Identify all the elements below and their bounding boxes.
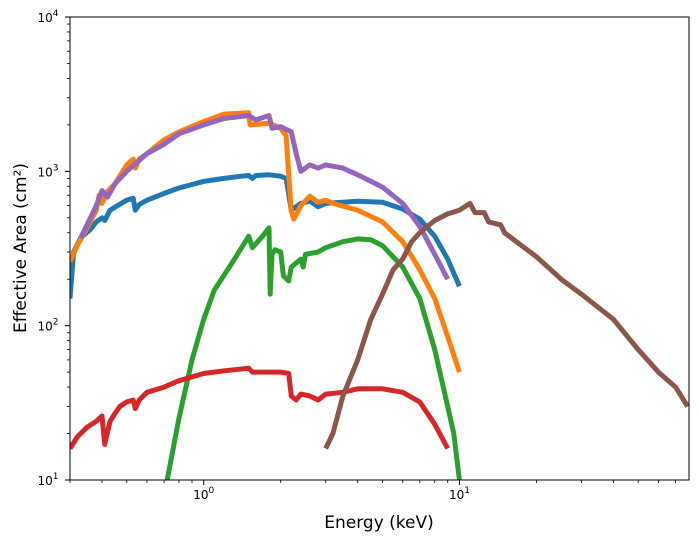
x-tick-base: 10 <box>193 488 208 502</box>
y-tick-label: 101 <box>37 472 58 488</box>
y-tick-label: 103 <box>37 163 58 179</box>
y-tick-base: 10 <box>37 474 52 488</box>
x-tick-label: 101 <box>449 486 470 502</box>
series-line-red <box>70 365 450 450</box>
series-group <box>70 110 689 480</box>
y-tick-exp: 4 <box>53 9 59 19</box>
y-tick-base: 10 <box>37 165 52 179</box>
y-tick-base: 10 <box>37 320 52 334</box>
series-line-blue <box>70 172 462 299</box>
y-tick-exp: 2 <box>53 318 59 328</box>
plot-frame <box>69 16 690 481</box>
x-tick-exp: 1 <box>464 486 470 496</box>
y-tick-exp: 1 <box>53 472 59 482</box>
x-axis-label: Energy (keV) <box>324 513 434 533</box>
series-line-purple <box>78 113 450 281</box>
y-tick-exp: 3 <box>53 163 59 173</box>
series-line-brown <box>323 200 689 450</box>
x-tick-label: 100 <box>193 486 214 502</box>
x-tick-base: 10 <box>449 488 464 502</box>
axis-ticks <box>65 16 676 485</box>
x-tick-exp: 0 <box>208 486 214 496</box>
y-tick-base: 10 <box>37 11 52 25</box>
y-tick-label: 102 <box>37 318 58 334</box>
y-axis-label: Effective Area (cm²) <box>11 163 31 333</box>
y-tick-label: 104 <box>37 9 58 25</box>
